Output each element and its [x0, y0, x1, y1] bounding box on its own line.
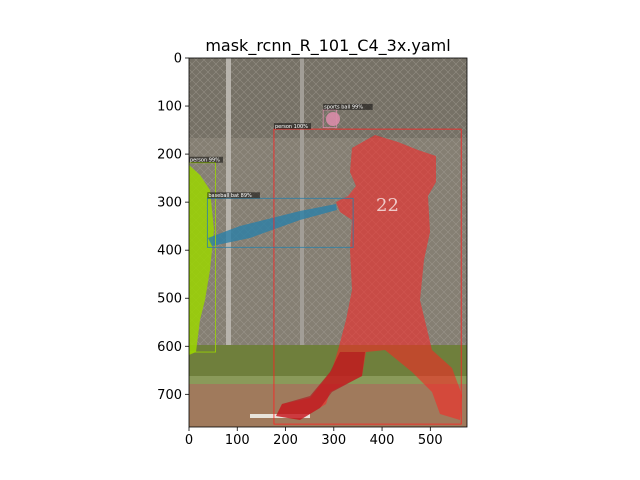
detection-label: sports ball 99% — [324, 105, 363, 111]
x-tick-label: 400 — [370, 433, 395, 448]
y-tick-label: 100 — [157, 100, 182, 115]
x-tick-label: 200 — [273, 433, 298, 448]
detection-overlays: person 100% person 99% baseball bat 89% spo… — [189, 103, 462, 425]
y-tick-label: 0 — [174, 52, 182, 67]
person-mask-left — [189, 165, 214, 355]
fence-pole — [226, 58, 231, 358]
y-tick-label: 400 — [157, 244, 182, 259]
fence-pole — [300, 58, 304, 358]
batter-legs-shadow — [276, 352, 365, 420]
y-tick-label: 500 — [157, 292, 182, 307]
detection-label: person 100% — [275, 124, 308, 130]
y-axis: 0 100 200 300 400 500 600 700 — [157, 52, 189, 403]
x-tick-label: 300 — [321, 433, 346, 448]
y-tick-label: 200 — [157, 148, 182, 163]
y-tick-label: 700 — [157, 388, 182, 403]
y-tick-label: 600 — [157, 340, 182, 355]
plot-frame — [188, 57, 468, 428]
detection-label: baseball bat 89% — [208, 193, 252, 199]
detection-box — [206, 197, 354, 248]
detection-label-bg — [189, 156, 223, 163]
jersey-number: 22 — [376, 195, 399, 216]
y-tick-label: 300 — [157, 196, 182, 211]
detection-label: person 99% — [190, 158, 220, 164]
photo: 22 person 100% person 99% baseball bat 89%… — [188, 57, 468, 428]
x-axis: 0 100 200 300 400 500 — [185, 427, 443, 448]
x-tick-label: 0 — [185, 433, 193, 448]
bat-mask — [208, 204, 337, 246]
baseball — [326, 112, 340, 126]
batter-mask — [276, 135, 462, 420]
detection-label-bg — [273, 123, 312, 130]
x-tick-label: 500 — [418, 433, 443, 448]
detection-label-bg — [323, 103, 373, 110]
detection-label-bg — [207, 192, 260, 199]
figure-title: mask_rcnn_R_101_C4_3x.yaml — [205, 36, 450, 56]
x-tick-label: 100 — [225, 433, 250, 448]
detection-box — [273, 128, 462, 425]
